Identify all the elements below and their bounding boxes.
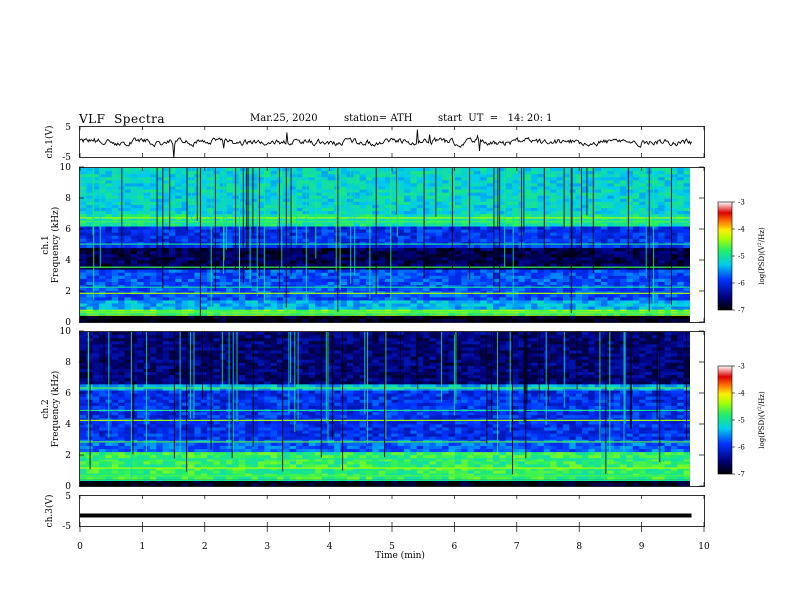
colorbar-tick-label: -5 [738,417,745,425]
y-tick-label: 0 [65,318,71,328]
y-tick-label: 6 [65,389,71,399]
y-tick-label: 10 [60,163,72,173]
ch2-spectrogram-ylabel: ch.2 [41,399,51,418]
figure-title: VLF Spectra [79,112,166,126]
colorbar-tick-label: -7 [738,307,745,315]
colorbar-tick-label: -3 [738,363,745,371]
y-tick-label: 8 [65,358,71,368]
colorbar-tick-label: -3 [738,199,745,207]
y-tick-label: 2 [65,451,71,461]
colorbar-tick-label: -5 [738,253,745,261]
x-axis-label: Time (min) [375,550,425,561]
axis-ticks [79,126,705,532]
colorbar-1-label: log(PSD)(V2/Hz) [757,227,766,285]
ch1-waveform-ylabel: ch.1(V) [44,126,55,159]
x-tick-label: 2 [202,542,208,552]
y-tick-label: 6 [65,225,71,235]
x-tick-label: 0 [77,542,83,552]
x-tick-label: 3 [264,542,270,552]
station-label: station= ATH [344,113,413,124]
x-tick-label: 8 [576,542,582,552]
x-tick-label: 7 [514,542,520,552]
y-tick-label: 5 [65,492,71,502]
x-tick-label: 9 [639,542,645,552]
colorbar-tick-label: -6 [738,444,745,452]
y-tick-label: 8 [65,194,71,204]
colorbar-1 [717,201,733,311]
colorbar-ticks: -3 -4 -5 -6 -7 -3 -4 -5 -6 -7 [732,199,745,479]
x-tick-label: 6 [452,542,458,552]
date-label: Mar.25, 2020 [250,113,318,124]
x-tick-label: 1 [140,542,146,552]
ch2-spectrogram-ylabel-2: Frequency (kHz) [50,371,61,448]
ch2-spectrogram-raster [80,332,704,487]
y-tick-label: 4 [65,256,71,266]
y-tick-label: 4 [65,420,71,430]
y-tick-label: 2 [65,287,71,297]
ch1-spectrogram-ylabel: ch.1 [41,235,51,254]
ch1-waveform-line [79,129,692,158]
x-tick-label: 4 [327,542,333,552]
x-tick-label: 5 [389,542,395,552]
x-tick-label: 10 [698,542,710,552]
y-tick-label: -5 [62,153,71,163]
colorbar-tick-label: -7 [738,471,745,479]
y-tick-label: 5 [65,123,71,133]
ch3-waveform-ylabel: ch.3(V) [44,495,55,528]
ch1-spectrogram-ylabel-2: Frequency (kHz) [50,207,61,284]
y-tick-label: 10 [60,327,72,337]
colorbar-tick-label: -4 [738,390,745,398]
ch3-waveform-frame [79,495,705,527]
y-tick-label: -5 [62,522,71,532]
colorbar-tick-label: -6 [738,280,745,288]
colorbar-2 [717,365,733,475]
colorbar-2-label: log(PSD)(V2/Hz) [757,391,766,449]
y-tick-label: 0 [65,482,71,492]
colorbar-tick-label: -4 [738,226,745,234]
ch1-spectrogram-raster [80,168,704,323]
start-time-label: start UT = 14: 20: 1 [438,113,553,124]
